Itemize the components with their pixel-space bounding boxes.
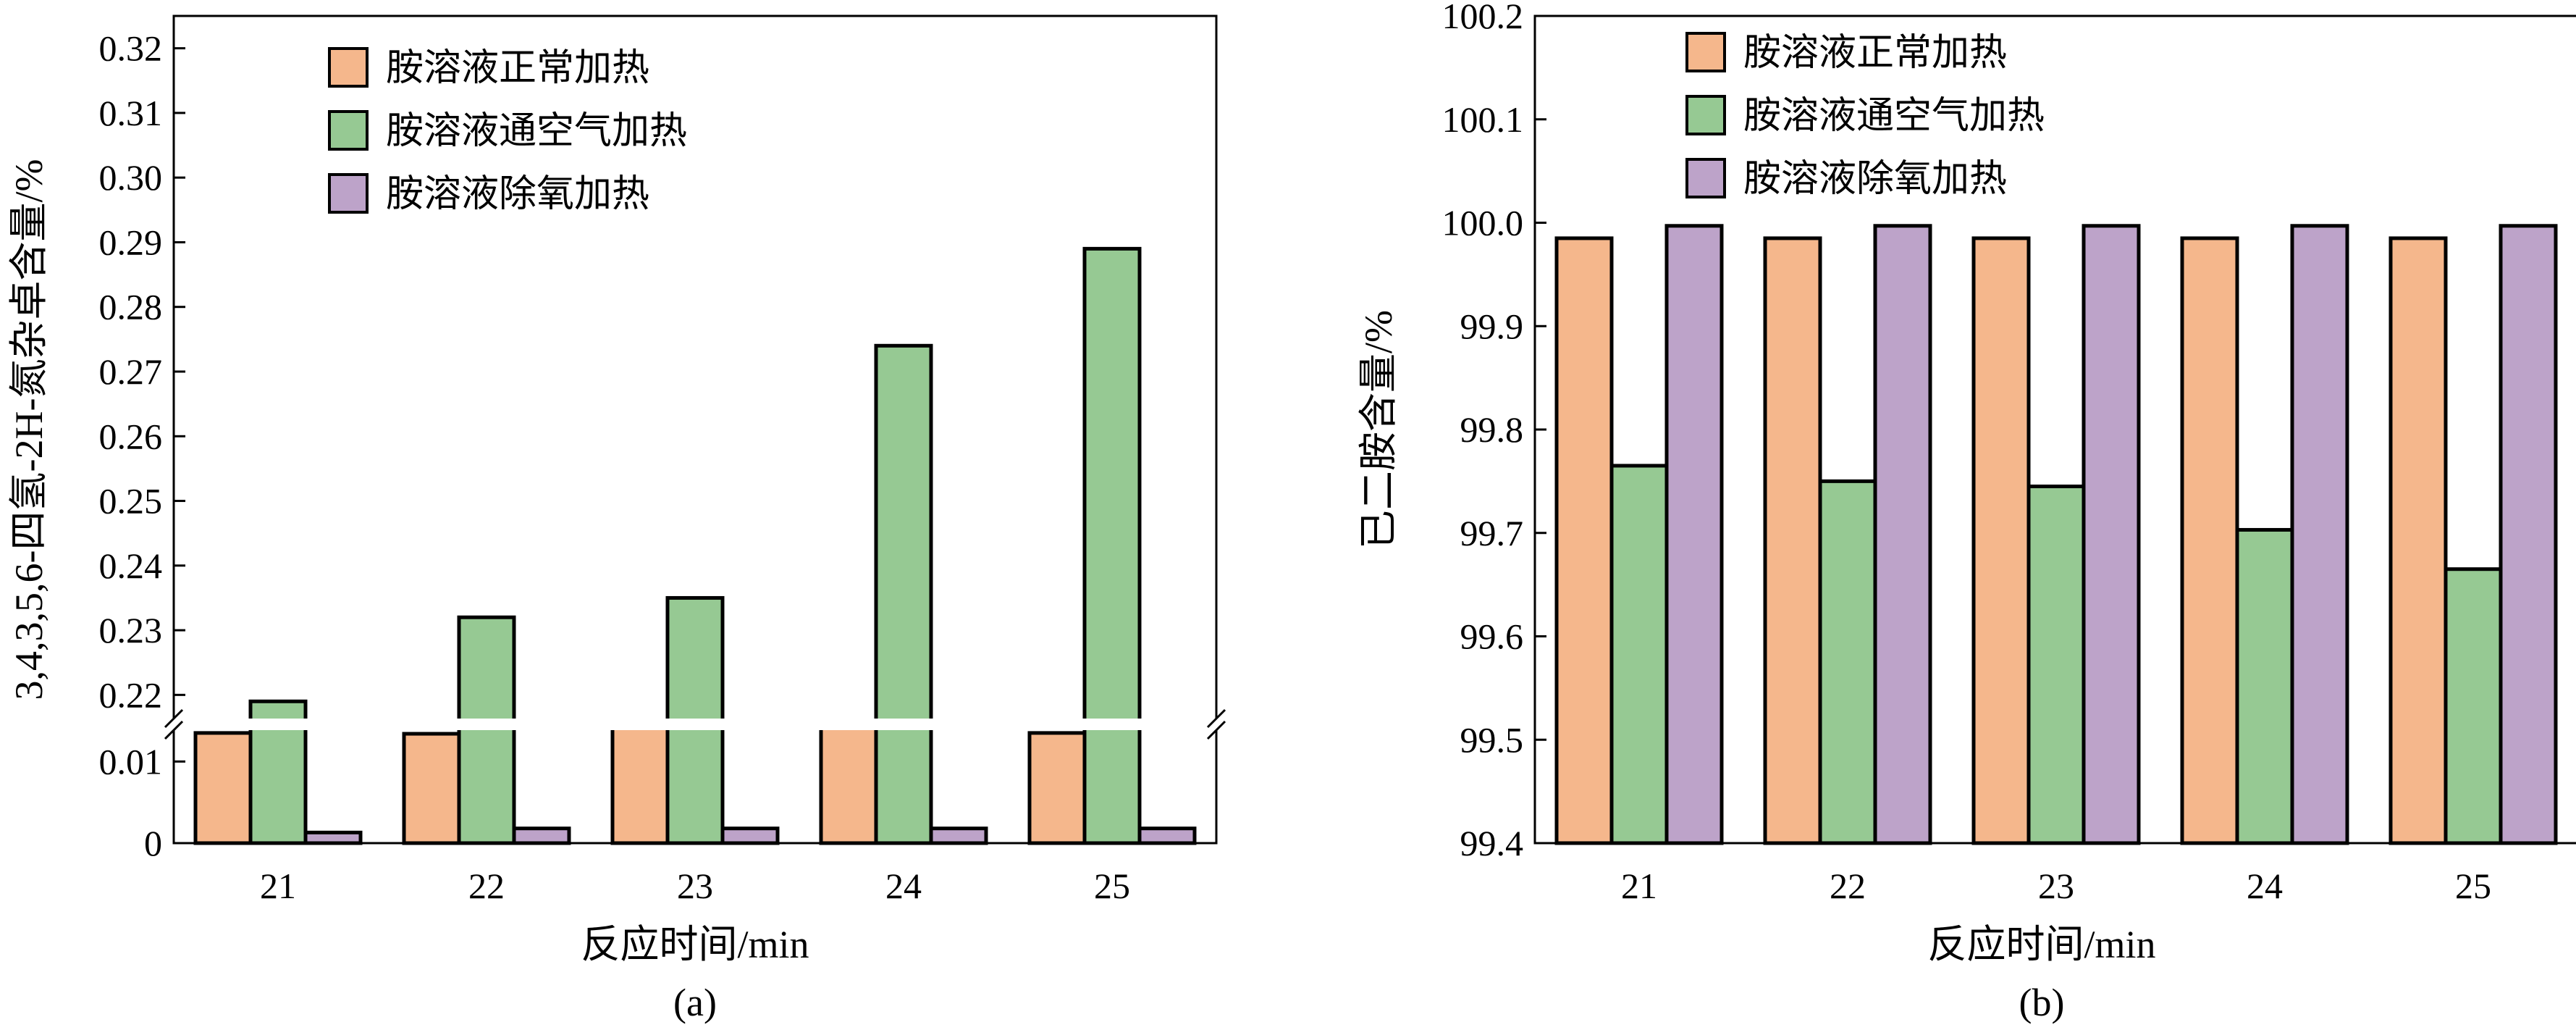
chart-a-ticks: 0 0.01 0.22 0.23 0.24 0.25 0.26 0.27 0.28 0.29 0.3… bbox=[99, 28, 1131, 906]
y-tick-label: 0.01 bbox=[99, 741, 163, 782]
y-tick-label: 0.27 bbox=[99, 351, 163, 392]
chart-b-bars bbox=[1554, 224, 2558, 845]
legend-swatch-3 bbox=[1685, 158, 1726, 198]
y-tick-label: 100.2 bbox=[1442, 0, 1524, 36]
x-tick-label: 24 bbox=[885, 866, 922, 906]
bar-b-24-series-1 bbox=[2180, 236, 2239, 845]
bar-a-22-series-2 bbox=[457, 615, 516, 845]
legend-label-3: 胺溶液除氧加热 bbox=[386, 174, 649, 215]
legend-label-2: 胺溶液通空气加热 bbox=[386, 111, 687, 152]
axis-break-mark bbox=[164, 720, 184, 740]
y-tick-label: 0.28 bbox=[99, 287, 163, 327]
bar-b-22-series-2 bbox=[1818, 479, 1877, 845]
x-tick-label: 25 bbox=[2455, 866, 2491, 906]
y-tick-label: 99.9 bbox=[1460, 306, 1524, 346]
bar-b-23-series-2 bbox=[2026, 485, 2086, 845]
legend-label-1: 胺溶液正常加热 bbox=[386, 48, 649, 89]
chart-b-caption: (b) bbox=[2019, 981, 2065, 1024]
y-tick-label: 0.30 bbox=[99, 157, 163, 198]
y-tick-label: 99.5 bbox=[1460, 719, 1524, 760]
x-tick-label: 22 bbox=[468, 866, 505, 906]
bar-a-24-series-1 bbox=[819, 722, 878, 845]
x-tick-label: 23 bbox=[2038, 866, 2074, 906]
y-tick-label: 0.24 bbox=[99, 545, 163, 586]
chart-a-caption: (a) bbox=[673, 981, 717, 1024]
bar-a-25-series-2 bbox=[1082, 246, 1142, 845]
chart-a-x-axis-title: 反应时间/min bbox=[581, 923, 809, 966]
bar-b-23-series-3 bbox=[2082, 224, 2141, 845]
chart-b-ticks: 99.4 99.5 99.6 99.7 99.8 99.9 100.0 100.1 100.2 2… bbox=[1442, 0, 2492, 906]
bar-a-24-series-2 bbox=[874, 343, 933, 845]
bar-a-21-series-1 bbox=[193, 731, 253, 845]
chart-a-axis-break bbox=[175, 719, 1215, 730]
legend-swatch-1 bbox=[1685, 32, 1726, 72]
bar-a-21-series-3 bbox=[303, 830, 363, 845]
bar-b-25-series-1 bbox=[2388, 236, 2448, 845]
y-tick-label: 0.31 bbox=[99, 93, 163, 133]
legend-label-2: 胺溶液通空气加热 bbox=[1743, 96, 2045, 137]
chart-b-x-axis-title: 反应时间/min bbox=[1927, 923, 2155, 966]
x-tick-label: 21 bbox=[260, 866, 296, 906]
x-tick-label: 21 bbox=[1621, 866, 1657, 906]
bar-a-22-series-3 bbox=[512, 826, 571, 845]
bar-a-24-series-3 bbox=[929, 826, 988, 845]
y-tick-label: 0.25 bbox=[99, 481, 163, 522]
y-tick-label: 0.29 bbox=[99, 222, 163, 262]
axis-break-mark bbox=[1206, 720, 1226, 740]
chart-b-y-axis-title: 已二胺含量/% bbox=[1357, 310, 1400, 549]
chart-a: 0 0.01 0.22 0.23 0.24 0.25 0.26 0.27 0.28 0.29 0.3… bbox=[7, 14, 1226, 1024]
bar-b-24-series-3 bbox=[2290, 224, 2349, 845]
legend-swatch-1 bbox=[328, 47, 369, 88]
axis-break-mark bbox=[1206, 708, 1226, 729]
bar-a-25-series-1 bbox=[1027, 731, 1087, 845]
chart-a-bars bbox=[193, 246, 1197, 845]
y-tick-label: 99.7 bbox=[1460, 513, 1524, 553]
chart-a-break-marks bbox=[164, 708, 1226, 740]
bar-a-23-series-1 bbox=[610, 721, 670, 845]
y-tick-label: 100.1 bbox=[1442, 99, 1524, 140]
bar-b-21-series-1 bbox=[1554, 236, 1614, 845]
y-tick-label: 100.0 bbox=[1442, 203, 1524, 243]
bar-b-24-series-2 bbox=[2235, 527, 2294, 845]
bar-b-21-series-2 bbox=[1609, 464, 1669, 845]
y-tick-label: 0.26 bbox=[99, 416, 163, 456]
x-tick-label: 23 bbox=[677, 866, 713, 906]
bar-b-23-series-1 bbox=[1971, 236, 2031, 845]
axis-break-mark bbox=[164, 708, 184, 729]
bar-b-21-series-3 bbox=[1664, 224, 1724, 845]
y-tick-label: 99.8 bbox=[1460, 409, 1524, 450]
bar-a-23-series-3 bbox=[720, 826, 780, 845]
legend-swatch-2 bbox=[1685, 95, 1726, 135]
legend-swatch-2 bbox=[328, 110, 369, 151]
legend-swatch-3 bbox=[328, 173, 369, 214]
chart-a-plot-frame bbox=[172, 14, 1218, 845]
y-tick-label: 99.4 bbox=[1460, 823, 1524, 863]
y-tick-label: 0.32 bbox=[99, 28, 163, 69]
bar-a-25-series-3 bbox=[1137, 826, 1197, 845]
y-tick-label: 99.6 bbox=[1460, 616, 1524, 657]
bar-b-25-series-2 bbox=[2444, 567, 2503, 845]
x-tick-label: 24 bbox=[2247, 866, 2283, 906]
bar-a-22-series-1 bbox=[402, 732, 461, 845]
y-tick-label: 0.22 bbox=[99, 674, 163, 715]
chart-a-y-axis-title: 3,4,3,5,6-四氢-2H-氮杂卓含量/% bbox=[7, 159, 51, 700]
legend-label-3: 胺溶液除氧加热 bbox=[1743, 159, 2007, 200]
axis-break-gap bbox=[175, 719, 1215, 730]
y-tick-label: 0 bbox=[144, 823, 162, 863]
x-tick-label: 25 bbox=[1094, 866, 1130, 906]
x-tick-label: 22 bbox=[1830, 866, 1866, 906]
chart-b: 99.4 99.5 99.6 99.7 99.8 99.9 100.0 100.1 100.2 2… bbox=[1357, 0, 2576, 1024]
legend-label-1: 胺溶液正常加热 bbox=[1743, 33, 2007, 74]
y-tick-label: 0.23 bbox=[99, 610, 163, 650]
bar-b-22-series-3 bbox=[1873, 224, 1932, 845]
bar-b-22-series-1 bbox=[1763, 236, 1822, 845]
bar-b-25-series-3 bbox=[2499, 224, 2558, 845]
